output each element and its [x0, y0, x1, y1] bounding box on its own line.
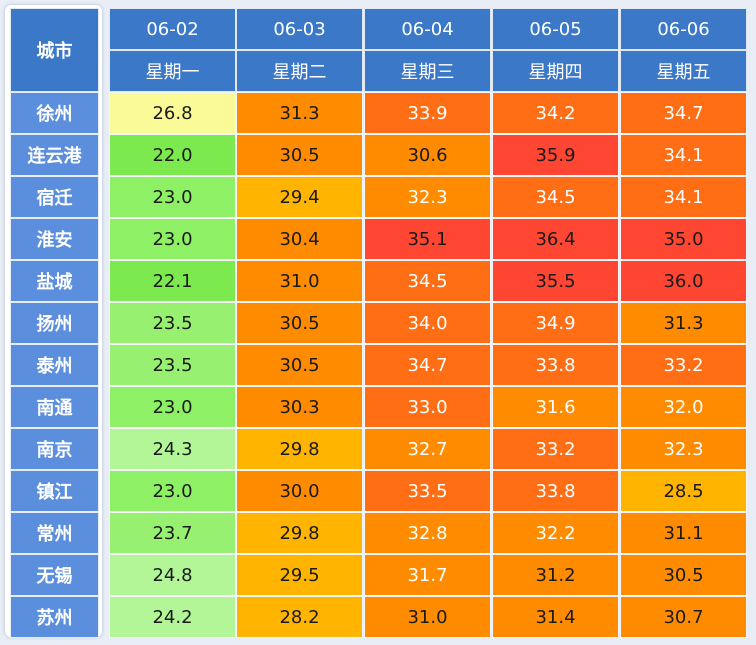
data-cell: 23.0 [109, 176, 236, 218]
data-cell: 34.7 [620, 92, 747, 134]
data-cell: 30.3 [236, 386, 363, 428]
data-cell: 36.4 [492, 218, 619, 260]
data-cell: 33.8 [492, 470, 619, 512]
city-label: 苏州 [10, 596, 99, 638]
data-cell: 31.6 [492, 386, 619, 428]
data-cell: 35.0 [620, 218, 747, 260]
data-cell: 31.0 [364, 596, 491, 638]
data-cell: 30.4 [236, 218, 363, 260]
weekday-header: 星期一 [109, 50, 236, 92]
data-cell: 22.1 [109, 260, 236, 302]
data-cell: 26.8 [109, 92, 236, 134]
data-cell: 30.5 [236, 344, 363, 386]
data-cell: 30.5 [236, 134, 363, 176]
data-cell: 34.7 [364, 344, 491, 386]
date-header: 06-05 [492, 8, 619, 50]
data-cell: 23.0 [109, 386, 236, 428]
data-cell: 28.2 [236, 596, 363, 638]
city-label: 淮安 [10, 218, 99, 260]
city-label: 常州 [10, 512, 99, 554]
data-cell: 29.8 [236, 512, 363, 554]
data-cell: 35.1 [364, 218, 491, 260]
city-label: 宿迁 [10, 176, 99, 218]
data-cell: 23.0 [109, 218, 236, 260]
date-header: 06-06 [620, 8, 747, 50]
data-cell: 29.8 [236, 428, 363, 470]
data-cell: 31.0 [236, 260, 363, 302]
data-cell: 30.0 [236, 470, 363, 512]
data-cell: 32.2 [492, 512, 619, 554]
data-cell: 33.5 [364, 470, 491, 512]
city-label: 扬州 [10, 302, 99, 344]
data-cell: 31.3 [236, 92, 363, 134]
corner-header: 城市 [10, 8, 99, 92]
data-cell: 32.7 [364, 428, 491, 470]
data-cell: 23.7 [109, 512, 236, 554]
weekday-header: 星期二 [236, 50, 363, 92]
weekday-header: 星期四 [492, 50, 619, 92]
data-cell: 33.2 [492, 428, 619, 470]
data-cell: 33.8 [492, 344, 619, 386]
data-cell: 31.7 [364, 554, 491, 596]
city-label: 无锡 [10, 554, 99, 596]
data-cell: 34.0 [364, 302, 491, 344]
weekday-header: 星期三 [364, 50, 491, 92]
data-cell: 32.3 [364, 176, 491, 218]
city-label: 南京 [10, 428, 99, 470]
city-label: 盐城 [10, 260, 99, 302]
data-cell: 35.9 [492, 134, 619, 176]
data-cell: 30.5 [620, 554, 747, 596]
data-cell: 30.6 [364, 134, 491, 176]
data-cell: 35.5 [492, 260, 619, 302]
data-cell: 32.0 [620, 386, 747, 428]
data-cell: 23.0 [109, 470, 236, 512]
data-cell: 29.4 [236, 176, 363, 218]
date-header: 06-04 [364, 8, 491, 50]
data-cell: 31.3 [620, 302, 747, 344]
weekday-header: 星期五 [620, 50, 747, 92]
data-cell: 32.3 [620, 428, 747, 470]
data-cell: 24.8 [109, 554, 236, 596]
data-cell: 34.5 [364, 260, 491, 302]
data-cell: 34.9 [492, 302, 619, 344]
data-cell: 31.1 [620, 512, 747, 554]
city-label: 连云港 [10, 134, 99, 176]
data-cell: 22.0 [109, 134, 236, 176]
city-label: 徐州 [10, 92, 99, 134]
data-cell: 34.1 [620, 134, 747, 176]
city-label: 泰州 [10, 344, 99, 386]
data-cell: 31.4 [492, 596, 619, 638]
data-cell: 33.9 [364, 92, 491, 134]
data-cell: 33.0 [364, 386, 491, 428]
data-cell: 31.2 [492, 554, 619, 596]
data-cell: 24.3 [109, 428, 236, 470]
city-label: 南通 [10, 386, 99, 428]
data-cell: 24.2 [109, 596, 236, 638]
data-cell: 23.5 [109, 344, 236, 386]
data-cell: 33.2 [620, 344, 747, 386]
data-cell: 28.5 [620, 470, 747, 512]
data-cell: 34.1 [620, 176, 747, 218]
data-cell: 32.8 [364, 512, 491, 554]
data-cell: 30.7 [620, 596, 747, 638]
city-label: 镇江 [10, 470, 99, 512]
date-header: 06-03 [236, 8, 363, 50]
data-cell: 23.5 [109, 302, 236, 344]
data-cell: 30.5 [236, 302, 363, 344]
data-cell: 29.5 [236, 554, 363, 596]
data-cell: 34.2 [492, 92, 619, 134]
data-cell: 34.5 [492, 176, 619, 218]
date-header: 06-02 [109, 8, 236, 50]
data-cell: 36.0 [620, 260, 747, 302]
